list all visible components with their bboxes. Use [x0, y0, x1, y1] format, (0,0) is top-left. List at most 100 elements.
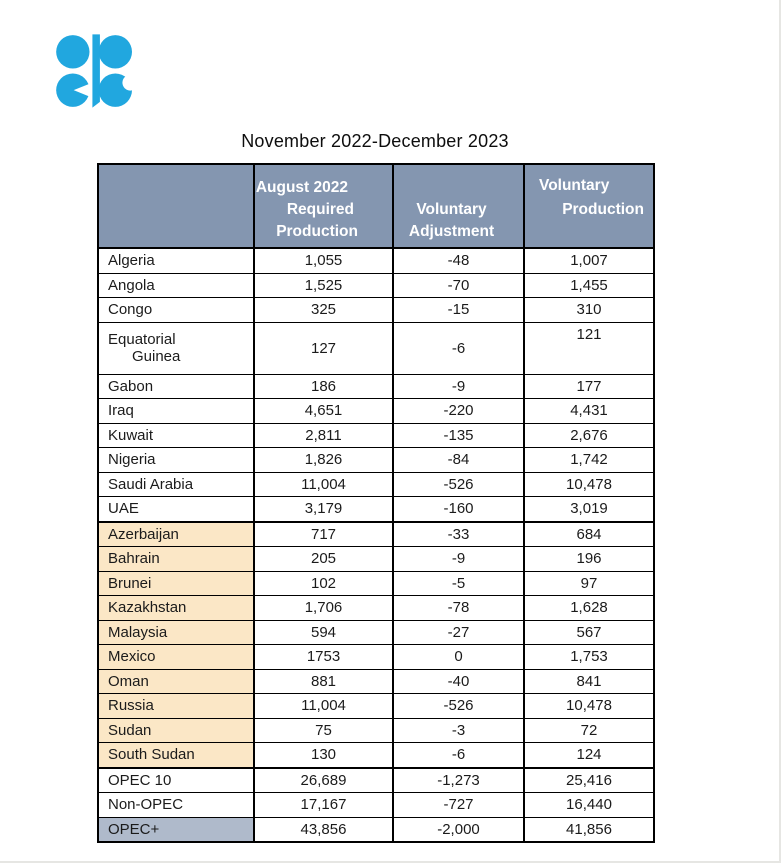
- table-row-nigeria: Nigeria 1,826 -84 1,742: [97, 447, 655, 473]
- header-line: Production: [276, 223, 358, 240]
- country-label: Non-OPEC: [108, 796, 184, 814]
- country-label: OPEC+: [108, 820, 160, 838]
- production-value-cell: 72: [523, 717, 655, 743]
- table-row-oman: Oman 881 -40 841: [97, 668, 655, 694]
- required-value-cell: 717: [253, 521, 394, 547]
- production-value-cell: 25,416: [523, 767, 655, 793]
- country-label: Saudi Arabia: [108, 475, 194, 493]
- header-line: Voluntary: [539, 177, 610, 194]
- production-table: August 2022 Required Production Voluntar…: [97, 163, 655, 843]
- required-value-cell: 325: [253, 297, 394, 323]
- production-value-cell: 97: [523, 570, 655, 596]
- country-cell: South Sudan: [97, 742, 255, 769]
- country-cell: Iraq: [97, 398, 255, 424]
- production-value-cell: 196: [523, 546, 655, 572]
- production-value-cell: 124: [523, 742, 655, 769]
- header-voluntary-production-cell: Voluntary Production: [523, 163, 655, 249]
- required-value-cell: 1,525: [253, 272, 394, 298]
- page-edge-shadow-right: [779, 0, 781, 863]
- country-label: Gabon: [108, 377, 154, 395]
- adjustment-value-cell: -48: [392, 247, 525, 274]
- country-label: Sudan: [108, 721, 152, 739]
- table-row-kuwait: Kuwait 2,811 -135 2,676: [97, 422, 655, 448]
- country-cell: UAE: [97, 496, 255, 523]
- required-value-cell: 3,179: [253, 496, 394, 523]
- country-label: Bahrain: [108, 550, 160, 568]
- country-cell: Algeria: [97, 247, 255, 274]
- required-value-cell: 11,004: [253, 471, 394, 497]
- production-value-cell: 10,478: [523, 471, 655, 497]
- adjustment-value-cell: -9: [392, 546, 525, 572]
- country-label: Algeria: [108, 252, 155, 270]
- table-row-angola: Angola 1,525 -70 1,455: [97, 272, 655, 298]
- table-row-brunei: Brunei 102 -5 97: [97, 570, 655, 596]
- country-label: Azerbaijan: [108, 525, 179, 543]
- country-cell: Bahrain: [97, 546, 255, 572]
- adjustment-value-cell: -84: [392, 447, 525, 473]
- adjustment-value-cell: -526: [392, 471, 525, 497]
- adjustment-value-cell: -135: [392, 422, 525, 448]
- page-edge-shadow-bottom: [0, 861, 781, 863]
- header-line: Voluntary: [416, 201, 487, 218]
- adjustment-value-cell: -2,000: [392, 816, 525, 843]
- production-value-cell: 121: [523, 321, 655, 375]
- required-value-cell: 43,856: [253, 816, 394, 843]
- page-title: November 2022-December 2023: [241, 131, 509, 151]
- table-row-opec-10: OPEC 10 26,689 -1,273 25,416: [97, 767, 655, 793]
- opec-logo-icon: [56, 34, 139, 108]
- country-cell: OPEC 10: [97, 767, 255, 793]
- production-value-cell: 841: [523, 668, 655, 694]
- country-cell: Angola: [97, 272, 255, 298]
- country-label: Russia: [108, 697, 154, 715]
- required-value-cell: 11,004: [253, 693, 394, 719]
- required-value-cell: 2,811: [253, 422, 394, 448]
- header-row: August 2022 Required Production Voluntar…: [97, 163, 655, 249]
- required-value-cell: 594: [253, 619, 394, 645]
- header-line: Adjustment: [408, 223, 495, 240]
- country-cell: Russia: [97, 693, 255, 719]
- adjustment-value-cell: -5: [392, 570, 525, 596]
- table-row-gabon: Gabon 186 -9 177: [97, 373, 655, 399]
- country-cell: Kazakhstan: [97, 595, 255, 621]
- country-label: Angola: [108, 276, 155, 294]
- adjustment-value-cell: -3: [392, 717, 525, 743]
- production-value-cell: 1,628: [523, 595, 655, 621]
- adjustment-value-cell: -33: [392, 521, 525, 547]
- production-value-cell: 567: [523, 619, 655, 645]
- country-cell: Malaysia: [97, 619, 255, 645]
- country-label: Iraq: [108, 402, 134, 420]
- production-value-cell: 1,455: [523, 272, 655, 298]
- adjustment-value-cell: -27: [392, 619, 525, 645]
- header-required-production-cell: August 2022 Required Production: [253, 163, 394, 249]
- header-line: Production: [562, 201, 644, 218]
- header-country-cell: [97, 163, 255, 249]
- country-label: Oman: [108, 672, 149, 690]
- country-cell: Mexico: [97, 644, 255, 670]
- country-label: Kazakhstan: [108, 599, 187, 617]
- country-label: OPEC 10: [108, 771, 172, 789]
- header-line: August 2022: [255, 179, 348, 196]
- table-row-sudan: Sudan 75 -3 72: [97, 717, 655, 743]
- adjustment-value-cell: -1,273: [392, 767, 525, 793]
- required-value-cell: 186: [253, 373, 394, 399]
- country-label: Brunei: [108, 574, 152, 592]
- country-cell: Brunei: [97, 570, 255, 596]
- adjustment-value-cell: -160: [392, 496, 525, 523]
- required-value-cell: 1753: [253, 644, 394, 670]
- production-value-cell: 4,431: [523, 398, 655, 424]
- required-value-cell: 1,055: [253, 247, 394, 274]
- table-body: Algeria 1,055 -48 1,007 Angola 1,525 -70 1,455 C…: [97, 247, 655, 843]
- country-label-line2: Guinea: [132, 348, 181, 365]
- country-label: Congo: [108, 301, 153, 319]
- adjustment-value-cell: -220: [392, 398, 525, 424]
- table-row-uae: UAE 3,179 -160 3,019: [97, 496, 655, 523]
- required-value-cell: 102: [253, 570, 394, 596]
- adjustment-value-cell: -70: [392, 272, 525, 298]
- production-value-cell: 3,019: [523, 496, 655, 523]
- country-label: UAE: [108, 500, 139, 518]
- adjustment-value-cell: -6: [392, 742, 525, 769]
- header-line: Required: [286, 201, 354, 218]
- required-value-cell: 26,689: [253, 767, 394, 793]
- table-row-south-sudan: South Sudan 130 -6 124: [97, 742, 655, 769]
